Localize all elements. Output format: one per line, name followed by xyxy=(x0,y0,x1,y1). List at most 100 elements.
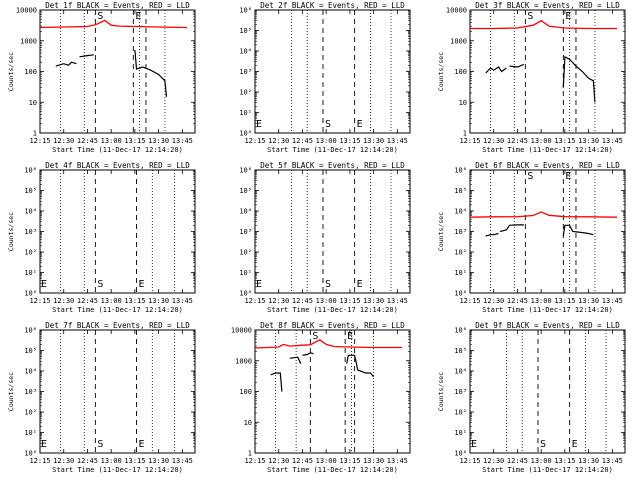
x-tick-label: 12:30 xyxy=(268,137,289,145)
plot-frame xyxy=(39,329,196,454)
x-tick-label: 13:45 xyxy=(602,457,623,465)
x-tick-label: 12:30 xyxy=(53,457,74,465)
chart-title: Det 4f BLACK = Events, RED = LLD xyxy=(45,161,190,170)
y-tick-label: 1000 xyxy=(450,37,467,45)
x-tick-label: 12:15 xyxy=(244,137,265,145)
series-events-segment xyxy=(270,372,283,392)
x-tick-label: 12:15 xyxy=(29,457,50,465)
y-tick-label: 10⁴ xyxy=(24,368,37,376)
y-tick-label: 10000 xyxy=(446,7,467,15)
marker-label-e: E xyxy=(357,279,363,290)
y-tick-label: 10⁰ xyxy=(24,290,37,298)
y-tick-label: 100 xyxy=(239,388,252,396)
y-tick-label: 10¹ xyxy=(24,429,37,437)
chart-panel-9: Det 9f BLACK = Events, RED = LLD 10⁰ 10¹ 10… xyxy=(437,321,626,474)
x-tick-label: 12:45 xyxy=(77,457,98,465)
x-tick-label: 13:30 xyxy=(148,297,169,305)
y-tick-label: 1 xyxy=(33,130,37,138)
y-tick-label: 10³ xyxy=(454,228,467,236)
marker-label-e: E xyxy=(138,279,144,290)
y-tick-label: 100 xyxy=(454,68,467,76)
x-tick-label: 13:30 xyxy=(578,297,599,305)
x-tick-label: 12:15 xyxy=(244,297,265,305)
x-axis-label: Start Time (11-Dec-17 12:14:20) xyxy=(482,466,613,474)
x-tick-label: 13:00 xyxy=(101,457,122,465)
y-axis-label: Counts/sec xyxy=(437,52,445,91)
series-events-segment xyxy=(485,66,507,74)
x-tick-label: 13:30 xyxy=(148,457,169,465)
x-axis-label: Start Time (11-Dec-17 12:14:20) xyxy=(52,466,183,474)
y-tick-label: 10⁶ xyxy=(24,327,37,335)
x-tick-label: 13:15 xyxy=(554,297,575,305)
y-tick-label: 10² xyxy=(239,89,252,97)
x-tick-label: 13:45 xyxy=(387,457,408,465)
plot-frame xyxy=(254,329,411,454)
marker-label-e: E xyxy=(572,439,578,450)
plot-frame xyxy=(254,169,411,294)
x-tick-label: 12:45 xyxy=(292,457,313,465)
y-tick-label: 10⁴ xyxy=(239,48,252,56)
y-axis-label: Counts/sec xyxy=(7,212,15,251)
x-tick-label: 13:15 xyxy=(339,297,360,305)
y-tick-label: 10² xyxy=(24,249,37,257)
plot-frame xyxy=(39,169,196,294)
marker-label-e: E xyxy=(138,439,144,450)
marker-label-s: S xyxy=(325,119,331,130)
marker-label-e: E xyxy=(347,331,353,342)
marker-label-s: S xyxy=(97,279,103,290)
series-events-segment xyxy=(499,224,524,233)
edge-marker-label: E xyxy=(41,439,47,450)
y-tick-label: 10000 xyxy=(16,7,37,15)
chart-panel-6: Det 6f BLACK = Events, RED = LLD 10⁰ 10¹ 10… xyxy=(437,161,626,314)
y-tick-label: 10⁴ xyxy=(454,208,467,216)
marker-label-e: E xyxy=(565,171,571,182)
edge-marker-label: E xyxy=(471,439,477,450)
y-tick-label: 10⁶ xyxy=(239,167,252,175)
x-tick-label: 12:30 xyxy=(483,137,504,145)
y-tick-label: 10⁴ xyxy=(454,368,467,376)
series-lld-line xyxy=(39,19,188,29)
x-tick-label: 12:15 xyxy=(459,457,480,465)
x-tick-label: 13:00 xyxy=(531,457,552,465)
x-tick-label: 13:00 xyxy=(316,137,337,145)
x-tick-label: 12:45 xyxy=(77,137,98,145)
series-events-segment xyxy=(485,232,499,237)
x-tick-label: 13:00 xyxy=(101,297,122,305)
x-tick-label: 12:30 xyxy=(53,137,74,145)
x-axis-label: Start Time (11-Dec-17 12:14:20) xyxy=(52,306,183,314)
chart-panel-4: Det 4f BLACK = Events, RED = LLD 10⁰ 10¹ 10… xyxy=(7,161,196,314)
marker-label-s: S xyxy=(312,331,318,342)
y-tick-label: 10⁰ xyxy=(454,290,467,298)
plot-frame xyxy=(469,169,626,294)
x-tick-label: 12:15 xyxy=(459,137,480,145)
chart-panel-1: Det 1f BLACK = Events, RED = LLD 1 10 100 10… xyxy=(7,1,196,154)
marker-label-s: S xyxy=(97,11,103,22)
x-tick-label: 12:45 xyxy=(507,297,528,305)
y-tick-label: 10⁶ xyxy=(454,327,467,335)
edge-marker-label: E xyxy=(41,279,47,290)
x-tick-label: 12:15 xyxy=(29,137,50,145)
y-tick-label: 10⁴ xyxy=(24,208,37,216)
y-tick-label: 10⁵ xyxy=(454,187,467,195)
x-tick-label: 12:30 xyxy=(53,297,74,305)
y-tick-label: 10¹ xyxy=(454,429,467,437)
y-tick-label: 1 xyxy=(463,130,467,138)
x-axis-label: Start Time (11-Dec-17 12:14:20) xyxy=(482,306,613,314)
x-tick-label: 12:30 xyxy=(268,457,289,465)
y-tick-label: 10¹ xyxy=(239,109,252,117)
x-tick-label: 13:45 xyxy=(172,457,193,465)
y-tick-label: 10³ xyxy=(239,228,252,236)
x-tick-label: 12:45 xyxy=(292,137,313,145)
y-tick-label: 1000 xyxy=(235,357,252,365)
chart-title: Det 7f BLACK = Events, RED = LLD xyxy=(45,321,190,330)
y-tick-label: 10³ xyxy=(239,68,252,76)
y-tick-label: 10000 xyxy=(231,327,252,335)
edge-marker-label: E xyxy=(256,119,262,130)
chart-panel-8: Det 8f BLACK = Events, RED = LLD 1 10 100 10… xyxy=(231,321,411,474)
x-tick-label: 13:45 xyxy=(172,137,193,145)
plot-frame xyxy=(39,9,196,134)
y-tick-label: 10⁵ xyxy=(24,347,37,355)
y-tick-label: 10² xyxy=(24,409,37,417)
x-tick-label: 12:30 xyxy=(268,297,289,305)
